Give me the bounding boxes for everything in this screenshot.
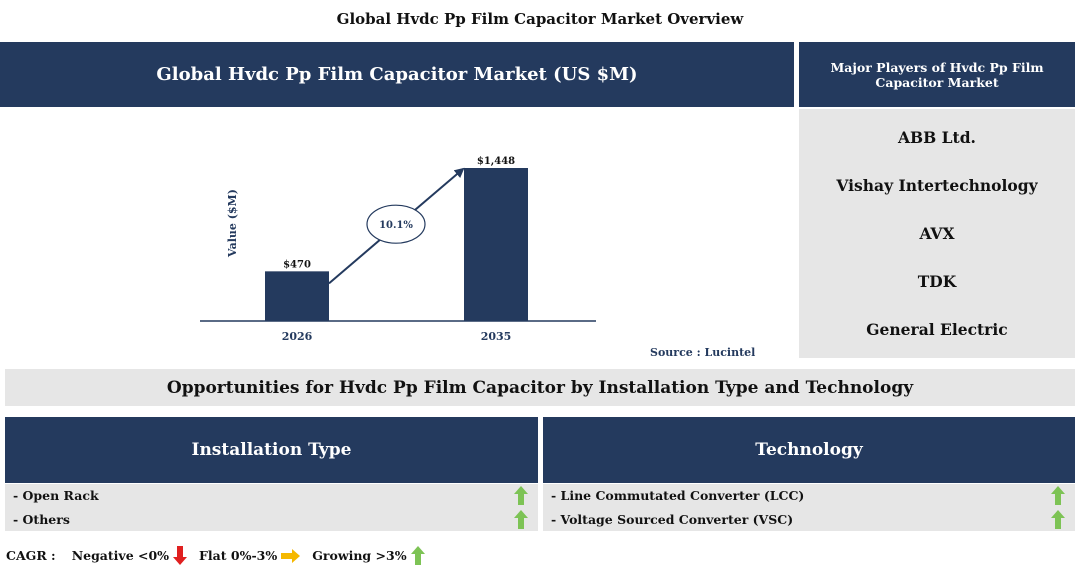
x-tick-label: 2026	[282, 330, 313, 343]
technology-header: Technology	[543, 417, 1075, 483]
up-arrow-icon	[410, 546, 425, 565]
segment-item-label: - Open Rack	[13, 488, 99, 504]
segment-item: - Others	[5, 508, 538, 532]
x-tick-label: 2035	[481, 330, 512, 343]
players-list: ABB Ltd. Vishay Intertechnology AVX TDK …	[799, 109, 1075, 358]
legend-label: CAGR :	[6, 548, 56, 563]
segment-item: - Line Commutated Converter (LCC)	[543, 484, 1075, 508]
player-item: AVX	[919, 223, 955, 243]
growing-arrow-icon	[514, 509, 528, 529]
down-arrow-icon	[173, 546, 188, 565]
player-item: TDK	[917, 272, 957, 292]
growing-arrow-icon	[1051, 486, 1065, 505]
legend-growing-label: Growing >3%	[312, 548, 407, 563]
opportunities-title: Opportunities for Hvdc Pp Film Capacitor…	[5, 369, 1075, 406]
segment-item: - Voltage Sourced Converter (VSC)	[543, 508, 1075, 532]
bar-value-label: $470	[283, 259, 311, 270]
cagr-ellipse	[366, 204, 426, 244]
page-title: Global Hvdc Pp Film Capacitor Market Ove…	[336, 10, 744, 28]
segment-item: - Open Rack	[5, 484, 538, 508]
cagr-value: 10.1%	[379, 220, 413, 231]
source-note: Source : Lucintel	[650, 346, 756, 359]
y-axis-label: Value ($M)	[226, 189, 239, 258]
legend-negative-label: Negative <0%	[71, 548, 170, 563]
growing-arrow-icon	[1051, 509, 1065, 529]
legend-flat-label: Flat 0%-3%	[199, 548, 278, 563]
installation-type-list: - Open Rack - Others	[5, 484, 538, 531]
bar-value-label: $1,448	[477, 156, 515, 167]
player-item: Vishay Intertechnology	[836, 175, 1038, 195]
legend-growing: Growing >3%	[312, 546, 425, 565]
technology-list: - Line Commutated Converter (LCC) - Volt…	[543, 484, 1075, 531]
segment-item-label: - Line Commutated Converter (LCC)	[551, 488, 805, 504]
growing-arrow-icon	[514, 486, 528, 505]
bar-2035	[464, 168, 528, 321]
installation-type-header: Installation Type	[5, 417, 538, 483]
legend-flat: Flat 0%-3%	[199, 548, 301, 563]
right-arrow-icon	[281, 548, 301, 563]
player-item: ABB Ltd.	[898, 127, 976, 147]
bar-2026	[265, 271, 329, 321]
players-header: Major Players of Hvdc Pp Film Capacitor …	[799, 42, 1075, 107]
segment-item-label: - Voltage Sourced Converter (VSC)	[551, 511, 794, 527]
market-header: Global Hvdc Pp Film Capacitor Market (US…	[0, 42, 794, 107]
legend-negative: Negative <0%	[71, 546, 188, 565]
market-bar-chart: Value ($M) $470 2026 $1,448 2035 10.1%	[200, 156, 596, 343]
player-item: General Electric	[866, 320, 1008, 340]
segment-item-label: - Others	[13, 511, 70, 527]
cagr-legend: CAGR : Negative <0% Flat 0%-3% Growing >…	[6, 546, 437, 565]
